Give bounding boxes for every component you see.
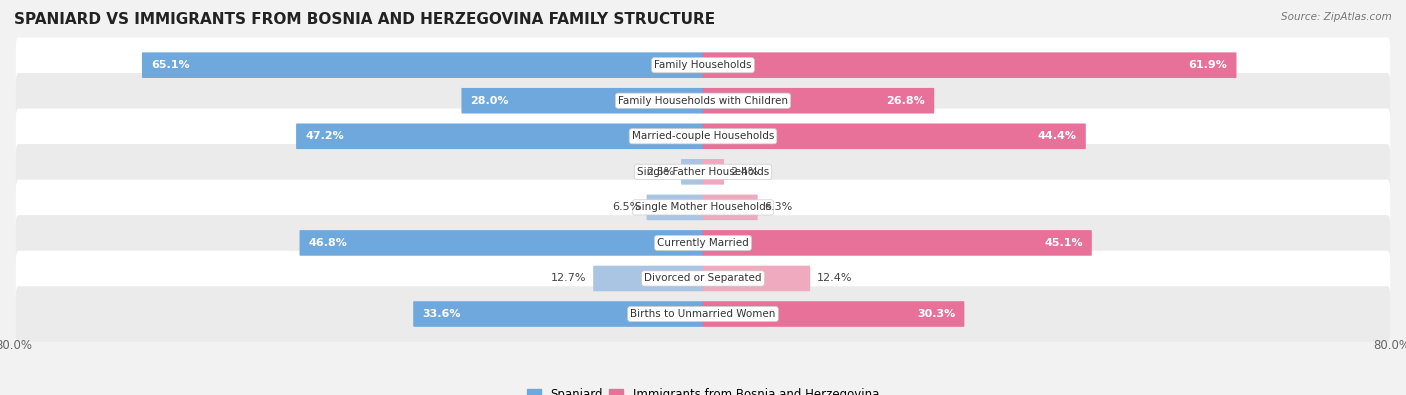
Text: Married-couple Households: Married-couple Households	[631, 131, 775, 141]
FancyBboxPatch shape	[703, 124, 1085, 149]
FancyBboxPatch shape	[703, 53, 1236, 78]
Text: Single Father Households: Single Father Households	[637, 167, 769, 177]
Text: 30.3%: 30.3%	[917, 309, 955, 319]
FancyBboxPatch shape	[15, 286, 1391, 342]
FancyBboxPatch shape	[15, 215, 1391, 271]
Text: 44.4%: 44.4%	[1038, 131, 1077, 141]
Text: 12.7%: 12.7%	[551, 273, 586, 284]
FancyBboxPatch shape	[15, 180, 1391, 235]
Text: Divorced or Separated: Divorced or Separated	[644, 273, 762, 284]
FancyBboxPatch shape	[15, 251, 1391, 306]
Text: 2.5%: 2.5%	[647, 167, 675, 177]
FancyBboxPatch shape	[461, 88, 703, 113]
FancyBboxPatch shape	[703, 301, 965, 327]
FancyBboxPatch shape	[647, 195, 703, 220]
Text: 12.4%: 12.4%	[817, 273, 852, 284]
Text: Currently Married: Currently Married	[657, 238, 749, 248]
FancyBboxPatch shape	[413, 301, 703, 327]
Text: 33.6%: 33.6%	[422, 309, 461, 319]
FancyBboxPatch shape	[297, 124, 703, 149]
Text: Family Households: Family Households	[654, 60, 752, 70]
Text: 6.3%: 6.3%	[763, 202, 793, 213]
Text: Births to Unmarried Women: Births to Unmarried Women	[630, 309, 776, 319]
FancyBboxPatch shape	[299, 230, 703, 256]
FancyBboxPatch shape	[142, 53, 703, 78]
Text: SPANIARD VS IMMIGRANTS FROM BOSNIA AND HERZEGOVINA FAMILY STRUCTURE: SPANIARD VS IMMIGRANTS FROM BOSNIA AND H…	[14, 12, 716, 27]
Text: 65.1%: 65.1%	[150, 60, 190, 70]
Text: Source: ZipAtlas.com: Source: ZipAtlas.com	[1281, 12, 1392, 22]
Legend: Spaniard, Immigrants from Bosnia and Herzegovina: Spaniard, Immigrants from Bosnia and Her…	[522, 383, 884, 395]
FancyBboxPatch shape	[593, 266, 703, 291]
Text: 2.4%: 2.4%	[731, 167, 759, 177]
FancyBboxPatch shape	[15, 109, 1391, 164]
FancyBboxPatch shape	[681, 159, 703, 184]
FancyBboxPatch shape	[15, 38, 1391, 93]
Text: 6.5%: 6.5%	[612, 202, 640, 213]
FancyBboxPatch shape	[703, 88, 934, 113]
Text: Family Households with Children: Family Households with Children	[619, 96, 787, 106]
Text: 26.8%: 26.8%	[886, 96, 925, 106]
Text: 47.2%: 47.2%	[305, 131, 344, 141]
FancyBboxPatch shape	[15, 73, 1391, 128]
Text: 46.8%: 46.8%	[308, 238, 347, 248]
FancyBboxPatch shape	[703, 195, 758, 220]
Text: 45.1%: 45.1%	[1045, 238, 1083, 248]
Text: 28.0%: 28.0%	[471, 96, 509, 106]
FancyBboxPatch shape	[15, 144, 1391, 199]
FancyBboxPatch shape	[703, 159, 724, 184]
Text: 61.9%: 61.9%	[1188, 60, 1227, 70]
FancyBboxPatch shape	[703, 230, 1092, 256]
Text: Single Mother Households: Single Mother Households	[636, 202, 770, 213]
FancyBboxPatch shape	[703, 266, 810, 291]
